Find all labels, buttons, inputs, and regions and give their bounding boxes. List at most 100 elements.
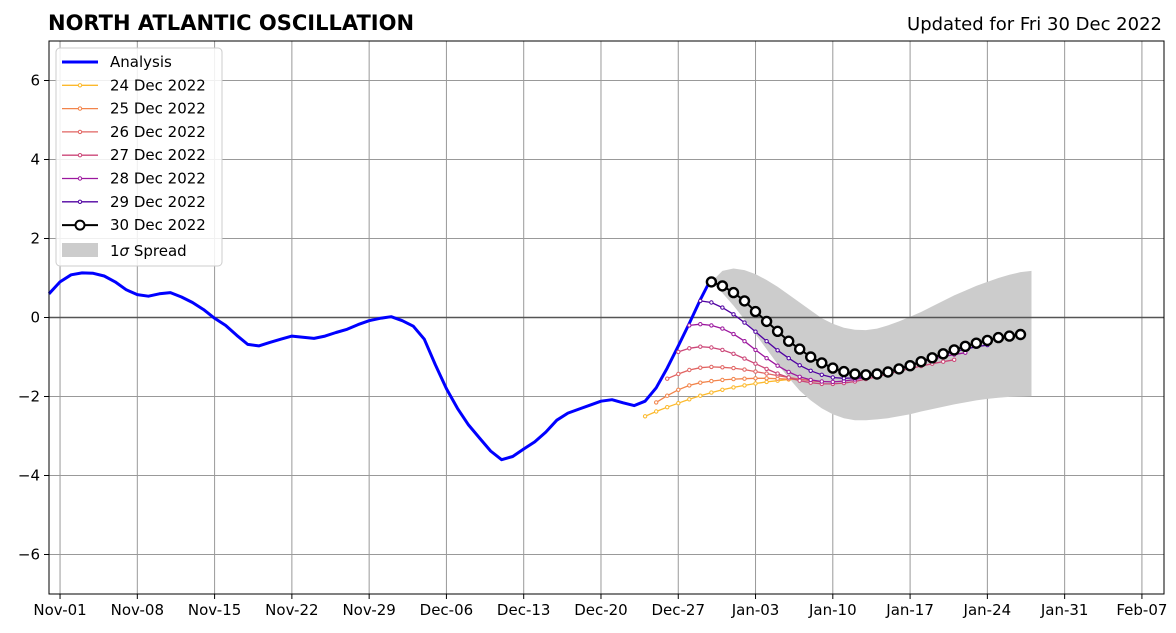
- forecast-point: [720, 326, 725, 331]
- x-axis: Nov-01 Nov-08 Nov-15 Nov-22 Nov-29 Dec-06 Dec-…: [33, 594, 1167, 619]
- y-tick-label: 6: [30, 72, 40, 90]
- legend-entry-24-dec-2022: 24 Dec 2022: [62, 76, 206, 94]
- forecast-point: [827, 362, 839, 374]
- x-tick-label: Nov-01: [33, 601, 86, 619]
- forecast-point: [753, 329, 758, 334]
- forecast-point: [665, 393, 670, 398]
- forecast-point: [709, 378, 714, 384]
- forecast-point: [871, 368, 883, 380]
- legend-label: 24 Dec 2022: [110, 76, 206, 94]
- spread-band: [711, 268, 1032, 421]
- forecast-point: [926, 352, 938, 364]
- plot-area: [47, 40, 1165, 595]
- series-analysis-line: [47, 271, 713, 462]
- forecast-point: [786, 369, 791, 375]
- x-tick-label: Dec-27: [651, 601, 705, 619]
- forecast-point: [1014, 328, 1027, 341]
- legend-marker: [77, 83, 83, 88]
- forecast-point: [709, 390, 714, 395]
- forecast-point: [720, 365, 725, 370]
- forecast-point: [941, 359, 946, 364]
- forecast-point: [775, 371, 780, 376]
- forecast-point: [665, 376, 670, 381]
- forecast-point: [992, 331, 1005, 344]
- forecast-point: [764, 356, 769, 361]
- forecast-point: [808, 368, 813, 373]
- forecast-point: [764, 371, 769, 376]
- forecast-point: [904, 360, 916, 372]
- y-tick-label: −6: [18, 546, 40, 564]
- forecast-point: [764, 366, 769, 372]
- forecast-point: [687, 346, 692, 351]
- forecast-point: [753, 381, 758, 386]
- forecast-point: [753, 369, 758, 374]
- forecast-point: [893, 363, 905, 375]
- forecast-point: [742, 339, 747, 344]
- x-tick-label: Jan-24: [963, 601, 1012, 619]
- legend-entry-analysis: Analysis: [62, 53, 172, 71]
- chart-title: NORTH ATLANTIC OSCILLATION: [48, 11, 414, 35]
- forecast-point: [760, 315, 773, 328]
- chart-subtitle: Updated for Fri 30 Dec 2022: [907, 14, 1162, 35]
- forecast-point: [794, 343, 806, 355]
- forecast-point: [742, 320, 747, 325]
- legend-label: 29 Dec 2022: [110, 193, 206, 211]
- forecast-point: [981, 334, 994, 347]
- forecast-point: [860, 369, 872, 381]
- forecast-point: [830, 379, 835, 385]
- legend-entry-30-dec-2022: 30 Dec 2022: [62, 216, 206, 234]
- forecast-point: [676, 401, 681, 406]
- forecast-point: [775, 363, 780, 368]
- forecast-point: [727, 286, 740, 299]
- forecast-point: [687, 397, 692, 402]
- forecast-point: [764, 376, 769, 381]
- legend-entry-28-dec-2022: 28 Dec 2022: [62, 170, 206, 188]
- forecast-point: [687, 367, 692, 373]
- forecast-point: [882, 366, 894, 378]
- forecast-point: [771, 325, 784, 337]
- forecast-point: [720, 387, 725, 392]
- legend-label-spread: 1σ Spread: [110, 242, 187, 260]
- forecast-point: [749, 305, 762, 318]
- forecast-point: [786, 356, 791, 361]
- forecast-point: [716, 280, 729, 292]
- forecast-point: [709, 323, 714, 328]
- forecast-point: [665, 405, 670, 410]
- forecast-point: [654, 400, 659, 405]
- forecast-point: [819, 372, 824, 377]
- x-tick-label: Nov-08: [111, 601, 164, 619]
- forecast-point: [687, 383, 692, 388]
- forecast-point: [775, 348, 780, 353]
- forecast-point: [742, 383, 747, 388]
- legend-label: 27 Dec 2022: [110, 146, 206, 164]
- forecast-point: [808, 377, 813, 383]
- forecast-point: [731, 351, 736, 356]
- forecast-point: [731, 365, 736, 371]
- x-tick-label: Jan-03: [731, 601, 780, 619]
- forecast-point: [720, 377, 725, 383]
- series: [47, 271, 1027, 462]
- legend-marker: [77, 129, 83, 135]
- forecast-point: [676, 387, 681, 392]
- forecast-point: [1003, 330, 1016, 342]
- forecast-point: [731, 312, 736, 317]
- x-tick-label: Jan-10: [808, 601, 857, 619]
- forecast-point: [742, 376, 747, 381]
- legend-entry-26-dec-2022: 26 Dec 2022: [62, 123, 206, 141]
- legend-label: 26 Dec 2022: [110, 123, 206, 141]
- series-30-dec-2022: [705, 276, 1027, 381]
- forecast-point: [709, 300, 714, 305]
- forecast-point: [698, 365, 703, 370]
- forecast-point: [698, 298, 703, 304]
- legend-marker: [74, 219, 86, 231]
- forecast-point: [738, 295, 751, 307]
- spread-area: [711, 268, 1032, 421]
- series-25-dec-2022: [654, 376, 802, 405]
- y-tick-label: 0: [30, 309, 40, 327]
- forecast-point: [797, 374, 802, 379]
- legend-label: 30 Dec 2022: [110, 216, 206, 234]
- y-tick-label: 4: [30, 151, 40, 169]
- forecast-point: [731, 331, 736, 337]
- legend-label: 25 Dec 2022: [110, 100, 206, 118]
- legend-entry-29-dec-2022: 29 Dec 2022: [62, 193, 206, 211]
